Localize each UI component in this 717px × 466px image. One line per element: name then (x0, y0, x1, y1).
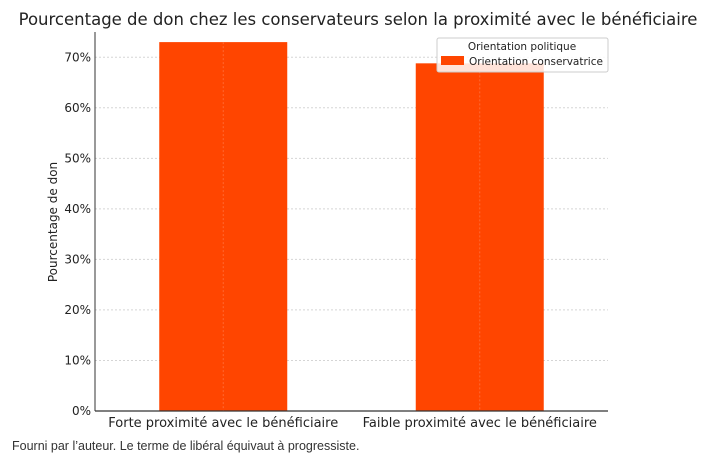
bars (159, 42, 544, 412)
legend-entry-label: Orientation conservatrice (469, 56, 603, 68)
x-tick-label: Forte proximité avec le bénéficiaire (108, 416, 338, 430)
figure-caption: Fourni par l’auteur. Le terme de libéral… (12, 439, 360, 453)
chart-title: Pourcentage de don chez les conservateur… (19, 10, 698, 29)
legend-frame (436, 37, 609, 73)
x-tick-labels: Forte proximité avec le bénéficiaire Faib… (108, 416, 597, 430)
y-tick-label: 70% (64, 50, 91, 64)
y-tick-labels: 0% 10% 20% 30% 40% 50% 60% 70% (64, 50, 91, 418)
legend-swatch (441, 56, 464, 65)
y-tick-label: 0% (72, 404, 91, 418)
y-axis-label: Pourcentage de don (46, 162, 60, 282)
axes (94, 32, 608, 412)
x-tick-label: Faible proximité avec le bénéficiaire (363, 416, 597, 430)
y-tick-label: 30% (64, 252, 91, 266)
legend-title: Orientation politique (468, 41, 576, 53)
y-tick-label: 10% (64, 353, 91, 367)
y-tick-label: 50% (64, 151, 91, 165)
legend: Orientation politique Orientation conser… (436, 37, 609, 73)
y-tick-label: 60% (64, 101, 91, 115)
y-tick-label: 20% (64, 303, 91, 317)
bar-chart: Pourcentage de don chez les conservateur… (19, 10, 698, 430)
y-tick-label: 40% (64, 202, 91, 216)
